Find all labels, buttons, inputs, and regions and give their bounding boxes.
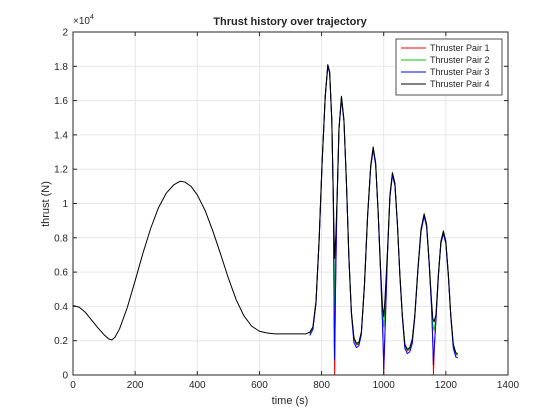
y-tick-labels: 0 0.2 0.4 0.6 0.8 1 1.2 1.4 1.6 1.8 2 [54, 28, 68, 382]
y-tick-label: 1.6 [54, 96, 68, 107]
ticks [72, 31, 509, 376]
legend: Thruster Pair 1 Thruster Pair 2 Thruster P… [395, 38, 503, 96]
chart-title: Thrust history over trajectory [213, 16, 367, 28]
y-tick-label: 1 [62, 199, 68, 210]
y-tick-label: 1.4 [54, 130, 68, 141]
legend-label: Thruster Pair 1 [430, 43, 490, 53]
x-tick-label: 600 [251, 380, 268, 391]
y-tick-label: 0.8 [54, 233, 68, 244]
x-tick-label: 1200 [435, 380, 458, 391]
y-tick-label: 1.8 [54, 62, 68, 73]
legend-label: Thruster Pair 4 [430, 79, 490, 89]
legend-label: Thruster Pair 3 [430, 67, 490, 77]
x-tick-label: 0 [70, 380, 76, 391]
y-tick-label: 0.2 [54, 336, 68, 347]
legend-label: Thruster Pair 2 [430, 55, 490, 65]
grid-lines [73, 32, 508, 375]
legend-items: Thruster Pair 1 Thruster Pair 2 Thruster P… [401, 43, 490, 89]
series-line-4 [72, 64, 458, 355]
y-tick-label: 1.2 [54, 165, 68, 176]
y-exponent-base: ×10 [73, 16, 90, 27]
x-tick-labels: 0 200 400 600 800 1000 1200 1400 [70, 380, 519, 391]
x-tick-label: 800 [313, 380, 330, 391]
x-axis-label: time (s) [272, 395, 309, 407]
x-tick-label: 200 [127, 380, 144, 391]
series-line-3 [309, 65, 458, 371]
x-tick-label: 400 [189, 380, 206, 391]
y-tick-label: 0.4 [54, 302, 68, 313]
y-axis-label: thrust (N) [40, 181, 52, 227]
x-tick-label: 1000 [373, 380, 396, 391]
y-tick-label: 2 [62, 28, 68, 39]
y-exponent-label: ×104 [73, 14, 94, 27]
y-tick-label: 0.6 [54, 268, 68, 279]
x-tick-label: 1400 [497, 380, 520, 391]
y-tick-label: 0 [62, 371, 68, 382]
y-exponent-power: 4 [90, 14, 94, 21]
series-lines [72, 64, 458, 376]
